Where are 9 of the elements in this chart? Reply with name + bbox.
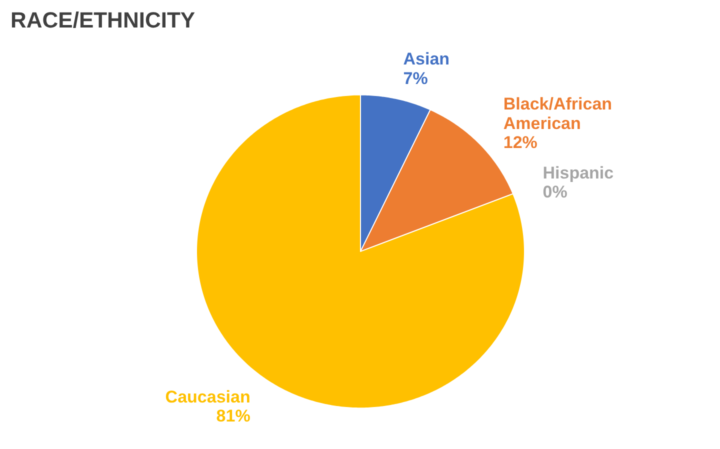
chart-title: RACE/ETHNICITY bbox=[10, 8, 196, 32]
data-label: 12% bbox=[503, 132, 538, 152]
text: 0% bbox=[542, 182, 568, 202]
category-label: Hispanic bbox=[542, 163, 614, 182]
slice-label: Caucasian bbox=[165, 387, 250, 406]
slice-label: Black/African American bbox=[503, 94, 612, 133]
slice-label: Asian bbox=[403, 50, 450, 69]
data-label: 81% bbox=[216, 406, 250, 426]
data-label: 7% bbox=[403, 68, 428, 88]
